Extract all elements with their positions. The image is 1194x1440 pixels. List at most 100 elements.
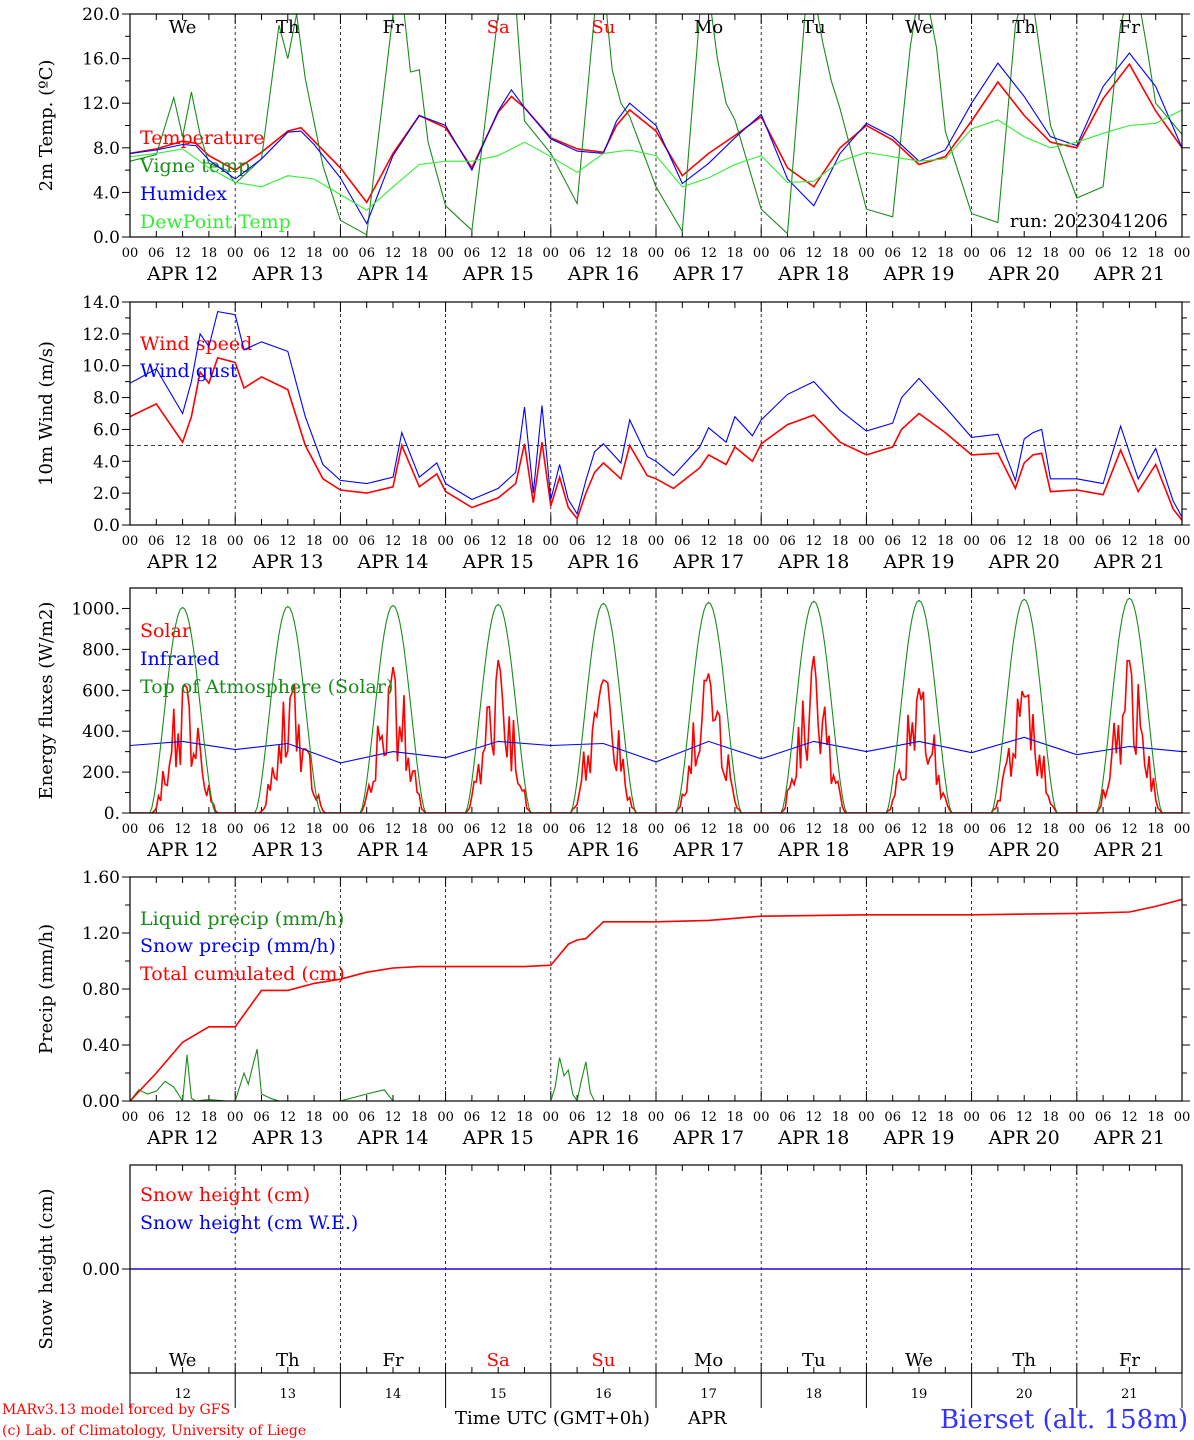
day-label: APR 17 xyxy=(672,839,744,861)
hour-tick-label: 06 xyxy=(779,534,796,549)
month-label: APR xyxy=(687,1408,727,1429)
hour-tick-label: 12 xyxy=(700,534,717,549)
legend-label: Vigne temp xyxy=(139,155,250,177)
hour-tick-label: 12 xyxy=(595,1110,612,1125)
y-tick-label: 1.20 xyxy=(82,924,120,944)
hour-tick-label: 12 xyxy=(1121,246,1138,261)
hour-tick-label: 00 xyxy=(648,534,665,549)
hour-tick-label: 18 xyxy=(937,822,954,837)
hour-tick-label: 06 xyxy=(884,1110,901,1125)
day-label: APR 19 xyxy=(882,839,954,861)
hour-tick-label: 00 xyxy=(753,1110,770,1125)
panel-4: 0.00 0.40 0.80 1.20 1.60 Precip (mm/h) Liquid … xyxy=(36,868,1190,1149)
hour-tick-label: 12 xyxy=(490,246,507,261)
hour-tick-label: 18 xyxy=(201,534,218,549)
day-label: APR 19 xyxy=(882,1127,954,1149)
day-label: APR 18 xyxy=(777,1127,849,1149)
hour-tick-label: 18 xyxy=(1042,246,1059,261)
hour-tick-label: 06 xyxy=(1095,822,1112,837)
weekday-label: We xyxy=(169,17,197,38)
hour-tick-label: 18 xyxy=(411,246,428,261)
day-label: APR 20 xyxy=(988,1127,1060,1149)
y-tick-label: 14.0 xyxy=(82,293,120,313)
hour-tick-label: 18 xyxy=(832,822,849,837)
hour-tick-label: 18 xyxy=(1042,534,1059,549)
hour-tick-label: 06 xyxy=(148,1110,165,1125)
hour-tick-label: 00 xyxy=(332,1110,349,1125)
day-number-axis: 12 13 14 15 16 17 18 19 20 21 xyxy=(129,1373,1183,1408)
hour-tick-label: 18 xyxy=(937,534,954,549)
lab-credit: (c) Lab. of Climatology, University of L… xyxy=(2,1423,306,1439)
hour-tick-label: 00 xyxy=(227,246,244,261)
hour-tick-label: 18 xyxy=(621,822,638,837)
hour-tick-label: 12 xyxy=(700,246,717,261)
hour-tick-label: 18 xyxy=(411,1110,428,1125)
hour-tick-label: 06 xyxy=(464,1110,481,1125)
hour-tick-label: 06 xyxy=(358,822,375,837)
hour-tick-label: 06 xyxy=(884,246,901,261)
y-tick-label: 4.0 xyxy=(93,452,120,472)
hour-tick-label: 06 xyxy=(674,246,691,261)
series-line-temperature xyxy=(130,62,1182,204)
hour-tick-label: 12 xyxy=(1016,1110,1033,1125)
hour-tick-label: 18 xyxy=(937,246,954,261)
day-label: APR 19 xyxy=(882,263,954,285)
hour-tick-label: 18 xyxy=(516,534,533,549)
y-axis-label: 10m Wind (m/s) xyxy=(36,341,57,486)
y-tick-label: 10.0 xyxy=(82,357,120,377)
hour-tick-label: 06 xyxy=(990,534,1007,549)
panel-5: 0.00 Snow height (cm) Snow height (cm) Snow… xyxy=(36,1164,1190,1374)
hour-tick-label: 18 xyxy=(516,822,533,837)
day-number-label: 14 xyxy=(385,1387,402,1402)
series-line-liquid-precip-mm-h- xyxy=(130,1049,1182,1101)
hour-tick-label: 12 xyxy=(174,1110,191,1125)
hour-tick-label: 18 xyxy=(937,1110,954,1125)
plot-frame xyxy=(129,876,1183,1102)
day-label: APR 16 xyxy=(567,1127,639,1149)
hour-tick-label: 06 xyxy=(464,246,481,261)
day-label: APR 13 xyxy=(251,1127,323,1149)
hour-tick-label: 00 xyxy=(753,822,770,837)
weekday-label: Sa xyxy=(487,1350,510,1371)
series-line-top-of-atmosphere-solar- xyxy=(130,597,1182,813)
hour-tick-label: 00 xyxy=(1069,534,1086,549)
series-line-dewpoint-temp xyxy=(130,109,1182,211)
hour-tick-label: 06 xyxy=(990,246,1007,261)
hour-tick-label: 00 xyxy=(543,822,560,837)
day-label: APR 14 xyxy=(356,839,428,861)
day-label: APR 13 xyxy=(251,551,323,573)
hour-tick-label: 12 xyxy=(1121,822,1138,837)
hour-tick-label: 00 xyxy=(648,1110,665,1125)
hour-tick-label: 12 xyxy=(385,534,402,549)
hour-tick-label: 12 xyxy=(280,822,297,837)
y-axis-label: Precip (mm/h) xyxy=(36,924,57,1054)
weekday-label: Sa xyxy=(487,17,510,38)
hour-tick-label: 00 xyxy=(122,1110,139,1125)
weekday-label: Fr xyxy=(1119,1350,1140,1371)
hour-tick-label: 06 xyxy=(253,534,270,549)
series-line-total-cumulated-cm- xyxy=(130,898,1182,1101)
hour-tick-label: 12 xyxy=(806,822,823,837)
legend-label: Infrared xyxy=(140,648,220,670)
weekday-label: Fr xyxy=(382,17,403,38)
hour-tick-label: 18 xyxy=(621,534,638,549)
hour-tick-label: 18 xyxy=(411,534,428,549)
hour-tick-label: 00 xyxy=(122,822,139,837)
hour-tick-label: 00 xyxy=(332,822,349,837)
day-number-label: 21 xyxy=(1121,1387,1138,1402)
hour-tick-label: 00 xyxy=(122,534,139,549)
hour-tick-label: 12 xyxy=(490,822,507,837)
weekday-label: We xyxy=(905,1350,933,1371)
hour-tick-label: 18 xyxy=(832,246,849,261)
hour-tick-label: 00 xyxy=(437,822,454,837)
day-number-label: 17 xyxy=(700,1387,717,1402)
y-tick-label: 800. xyxy=(82,640,120,660)
hour-tick-label: 18 xyxy=(727,822,744,837)
hour-tick-label: 18 xyxy=(1147,534,1164,549)
day-label: APR 12 xyxy=(146,263,218,285)
hour-tick-label: 12 xyxy=(490,1110,507,1125)
x-axis-label: Time UTC (GMT+0h) xyxy=(455,1408,650,1429)
day-number-label: 18 xyxy=(806,1387,823,1402)
hour-tick-label: 06 xyxy=(148,246,165,261)
panels: 0.0 4.0 8.0 12.0 16.0 20.0 2m Temp. (ºC) Temper… xyxy=(36,5,1190,1408)
